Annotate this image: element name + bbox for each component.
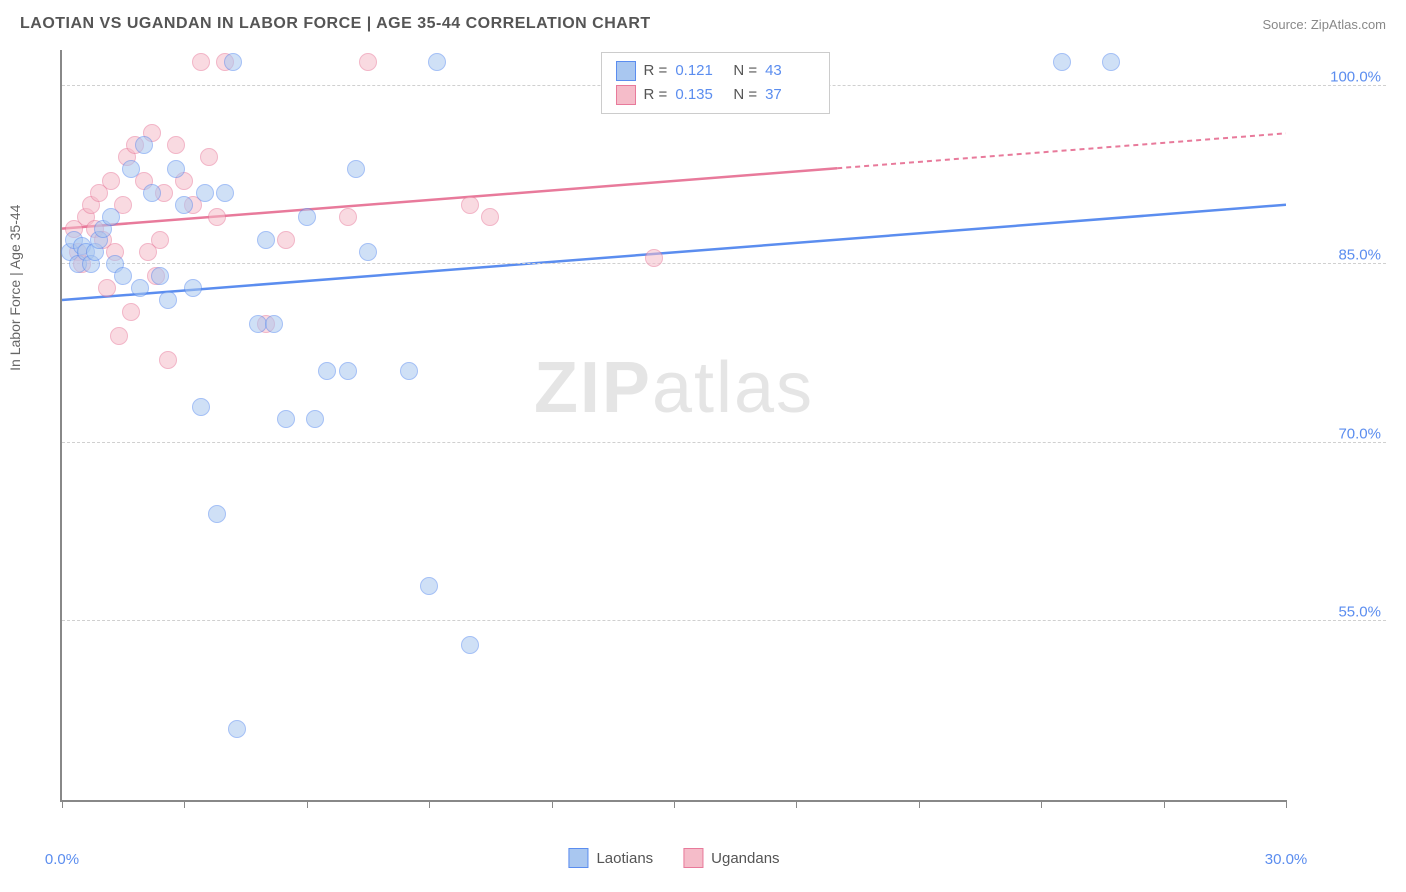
n-value-laotians: 43 [765, 59, 815, 83]
y-tick-label: 70.0% [1338, 425, 1381, 442]
x-tick [1041, 800, 1042, 808]
scatter-point-ugandan [359, 53, 377, 71]
x-tick-label: 30.0% [1265, 851, 1308, 868]
scatter-point-laotian [131, 279, 149, 297]
scatter-point-laotian [192, 398, 210, 416]
y-axis-label: In Labor Force | Age 35-44 [7, 205, 23, 371]
scatter-point-laotian [208, 505, 226, 523]
scatter-point-laotian [298, 208, 316, 226]
scatter-point-laotian [1102, 53, 1120, 71]
legend-swatch-ugandans [616, 85, 636, 105]
x-tick [796, 800, 797, 808]
x-tick [919, 800, 920, 808]
scatter-point-ugandan [645, 249, 663, 267]
grid-line [62, 263, 1386, 264]
legend-row-ugandans: R = 0.135 N = 37 [616, 83, 816, 107]
x-tick [307, 800, 308, 808]
scatter-point-ugandan [122, 303, 140, 321]
r-value-laotians: 0.121 [675, 59, 725, 83]
scatter-point-ugandan [110, 327, 128, 345]
x-tick [184, 800, 185, 808]
scatter-point-laotian [400, 362, 418, 380]
watermark-suffix: atlas [652, 348, 814, 428]
scatter-point-laotian [114, 267, 132, 285]
n-label: N = [733, 83, 757, 107]
chart-container: In Labor Force | Age 35-44 ZIPatlas R = … [50, 50, 1386, 842]
r-value-ugandans: 0.135 [675, 83, 725, 107]
grid-line [62, 442, 1386, 443]
scatter-point-laotian [306, 410, 324, 428]
source-label: Source: ZipAtlas.com [1262, 17, 1386, 32]
grid-line [62, 620, 1386, 621]
scatter-point-ugandan [192, 53, 210, 71]
legend-label-laotians: Laotians [596, 850, 653, 867]
scatter-point-laotian [196, 184, 214, 202]
scatter-point-laotian [339, 362, 357, 380]
scatter-point-laotian [135, 136, 153, 154]
scatter-point-ugandan [102, 172, 120, 190]
scatter-point-laotian [277, 410, 295, 428]
scatter-point-laotian [318, 362, 336, 380]
scatter-point-ugandan [98, 279, 116, 297]
plot-area: ZIPatlas R = 0.121 N = 43 R = 0.135 N = … [60, 50, 1286, 802]
y-tick-label: 100.0% [1330, 68, 1381, 85]
chart-title: LAOTIAN VS UGANDAN IN LABOR FORCE | AGE … [20, 15, 651, 33]
legend-item-ugandans: Ugandans [683, 848, 779, 868]
scatter-point-ugandan [151, 231, 169, 249]
x-tick [429, 800, 430, 808]
watermark-prefix: ZIP [534, 348, 652, 428]
scatter-point-ugandan [461, 196, 479, 214]
y-tick-label: 55.0% [1338, 604, 1381, 621]
scatter-point-laotian [420, 577, 438, 595]
legend-swatch-laotians [616, 61, 636, 81]
scatter-point-ugandan [200, 148, 218, 166]
scatter-point-laotian [224, 53, 242, 71]
scatter-point-laotian [151, 267, 169, 285]
scatter-point-laotian [159, 291, 177, 309]
scatter-point-laotian [249, 315, 267, 333]
legend-row-laotians: R = 0.121 N = 43 [616, 59, 816, 83]
scatter-point-ugandan [159, 351, 177, 369]
scatter-point-laotian [359, 243, 377, 261]
scatter-point-laotian [228, 720, 246, 738]
scatter-point-laotian [175, 196, 193, 214]
scatter-point-laotian [102, 208, 120, 226]
legend-item-laotians: Laotians [568, 848, 653, 868]
scatter-point-laotian [265, 315, 283, 333]
r-label: R = [644, 83, 668, 107]
scatter-point-ugandan [167, 136, 185, 154]
scatter-point-laotian [257, 231, 275, 249]
n-value-ugandans: 37 [765, 83, 815, 107]
watermark: ZIPatlas [534, 347, 814, 429]
x-tick [552, 800, 553, 808]
scatter-point-laotian [1053, 53, 1071, 71]
scatter-point-laotian [428, 53, 446, 71]
x-tick [1286, 800, 1287, 808]
legend-swatch-laotians-bottom [568, 848, 588, 868]
x-tick [62, 800, 63, 808]
chart-header: LAOTIAN VS UGANDAN IN LABOR FORCE | AGE … [0, 0, 1406, 40]
legend-swatch-ugandans-bottom [683, 848, 703, 868]
x-tick [674, 800, 675, 808]
r-label: R = [644, 59, 668, 83]
scatter-point-laotian [347, 160, 365, 178]
y-tick-label: 85.0% [1338, 247, 1381, 264]
legend-label-ugandans: Ugandans [711, 850, 779, 867]
scatter-point-laotian [184, 279, 202, 297]
scatter-point-laotian [143, 184, 161, 202]
n-label: N = [733, 59, 757, 83]
scatter-point-ugandan [339, 208, 357, 226]
scatter-point-laotian [216, 184, 234, 202]
correlation-legend: R = 0.121 N = 43 R = 0.135 N = 37 [601, 52, 831, 114]
x-tick [1164, 800, 1165, 808]
scatter-point-ugandan [481, 208, 499, 226]
scatter-point-ugandan [277, 231, 295, 249]
series-legend: Laotians Ugandans [568, 848, 779, 868]
scatter-point-laotian [167, 160, 185, 178]
scatter-point-ugandan [208, 208, 226, 226]
scatter-point-laotian [461, 636, 479, 654]
x-tick-label: 0.0% [45, 851, 79, 868]
scatter-point-laotian [122, 160, 140, 178]
trend-lines [62, 50, 1286, 800]
